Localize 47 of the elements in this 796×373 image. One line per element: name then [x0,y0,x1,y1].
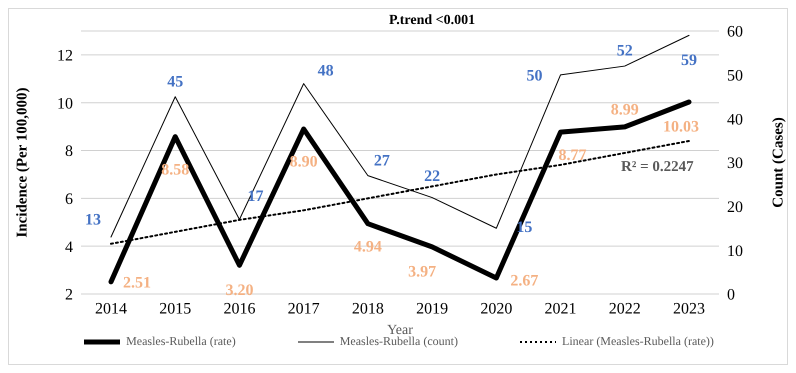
x-tick-label: 2015 [159,300,192,318]
data-label: 59 [681,52,697,70]
data-label: 8.99 [610,102,639,119]
x-tick-label: 2014 [95,300,127,318]
data-label: 8.90 [290,154,318,171]
annotation: R² = 0.2247 [621,159,694,176]
data-label: 50 [526,68,543,85]
data-label: 4.94 [354,238,382,256]
data-label: 8.77 [558,146,587,164]
data-label: 13 [85,212,101,229]
y-tick-label: 10 [57,95,73,112]
data-label: 2.51 [123,274,151,292]
legend-label: Linear (Measles-Rubella (rate)) [562,334,714,349]
x-tick-label: 2020 [480,300,512,318]
data-label: 3.20 [225,282,254,299]
y-tick-label: 4 [65,238,73,256]
x-tick-label: 2016 [223,300,256,318]
y-tick-label: 12 [57,48,73,65]
y-tick-label: 8 [65,143,73,160]
y2-tick-label: 50 [727,68,743,85]
x-tick-label: 2018 [352,300,384,318]
data-label: 22 [424,168,440,186]
data-label: 8.58 [161,161,190,178]
y2-tick-label: 0 [727,286,735,304]
x-tick-label: 2019 [416,300,448,318]
y-tick-label: 2 [65,286,73,304]
text: P.trend <0.001 [389,13,476,29]
data-label: 10.03 [663,118,699,136]
x-tick-label: 2021 [544,300,577,318]
y2-tick-label: 10 [727,242,743,260]
data-label: 48 [318,62,334,80]
legend-label: Measles-Rubella (rate) [126,334,236,349]
x-tick-label: 2017 [288,300,320,318]
y2-tick-label: 60 [727,24,743,41]
y2-axis-title: Count (Cases) [770,117,786,208]
y2-tick-label: 30 [727,155,743,172]
data-label: 3.97 [408,264,436,281]
data-label: 2.67 [510,272,538,290]
data-label: 27 [374,152,390,170]
y2-tick-label: 20 [727,199,743,216]
data-label: 45 [167,73,184,90]
data-label: 52 [616,42,633,60]
x-tick-label: 2023 [673,300,705,318]
y2-tick-label: 40 [727,111,743,128]
y-axis-title: Incidence (Per 100,000) [14,87,30,238]
x-tick-label: 2022 [608,300,641,318]
y-tick-label: 6 [65,191,73,208]
